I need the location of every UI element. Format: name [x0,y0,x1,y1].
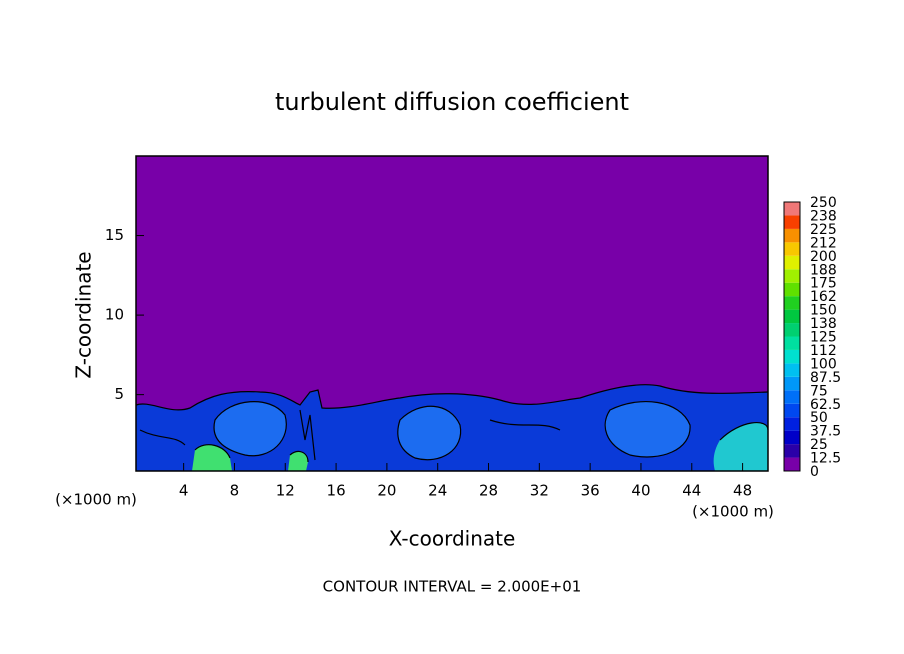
colorbar-bin [784,390,800,404]
colorbar-bin [784,457,800,471]
x-tick-label: 48 [733,482,752,500]
colorbar-label: 250 [810,195,837,211]
x-tick-label: 8 [230,482,240,500]
contour-line [194,444,309,463]
colorbar-frame [783,201,801,472]
colorbar-label: 12.5 [810,451,841,467]
contour-line [139,409,561,461]
colorbar-bin [784,242,800,256]
colorbar-label: 162 [810,289,837,305]
colorbar-label: 238 [810,208,837,224]
y-tick-label: 10 [105,306,124,324]
colorbar-label: 125 [810,330,837,346]
field-blob [713,422,768,471]
footer-note: CONTOUR INTERVAL = 2.000E+01 [323,578,582,596]
colorbar-label: 62.5 [810,397,841,413]
colorbar-bin [784,215,800,229]
field-blob [192,444,232,471]
x-tick-label: 28 [479,482,498,500]
chart-title: turbulent diffusion coefficient [275,88,629,116]
colorbar-label: 87.5 [810,370,841,386]
x-unit-label: (×1000 m) [55,491,137,509]
colorbar-bin [784,228,800,243]
colorbar-label: 200 [810,249,837,265]
colorbar-bin [784,403,800,418]
colorbar-label: 75 [810,383,828,399]
colorbar-bin [784,336,800,350]
colorbar-bin [784,282,800,297]
colorbar-label: 138 [810,316,837,332]
colorbar-label: 175 [810,276,837,292]
y-tick-label: 5 [114,385,124,403]
colorbar-bin [784,202,800,216]
contour-line [135,384,769,411]
y-axis-label: Z-coordinate [72,251,96,378]
colorbar-bin [784,417,800,431]
colorbar-label: 50 [810,410,828,426]
colorbar-label: 112 [810,343,837,359]
plot-frame [135,155,769,472]
colorbar-bin [784,323,800,337]
field-blob [288,451,308,471]
colorbar-bin [784,309,800,324]
colorbar-bin [784,444,800,458]
x-tick-label: 20 [377,482,396,500]
colorbar-label: 212 [810,235,837,251]
contour-field [135,156,769,471]
x-tick-label: 24 [428,482,447,500]
colorbar-bin [784,296,800,310]
field-blob [397,406,461,460]
x-tick-label: 40 [631,482,650,500]
colorbar-label: 100 [810,356,837,372]
contour-line [604,400,691,458]
x-tick-label: 36 [581,482,600,500]
colorbar-label: 25 [810,437,828,453]
x-tick-label: 12 [276,482,295,500]
colorbar-bin [784,430,800,445]
y-tick-label: 15 [105,226,124,244]
x-tick-label: 44 [682,482,701,500]
colorbar-bin [784,376,800,391]
field-blob [214,401,287,456]
x-tick-label: 16 [327,482,346,500]
colorbar-label: 37.5 [810,424,841,440]
colorbar-bin [784,349,800,364]
colorbar-bin [784,269,800,283]
colorbar-label: 0 [810,464,819,480]
colorbar-label: 225 [810,222,837,238]
colorbar-label: 150 [810,303,837,319]
x-tick-label: 4 [179,482,189,500]
contour-line [213,401,287,457]
field-blob [605,401,691,457]
colorbar-label: 188 [810,262,837,278]
contour-line [397,405,462,461]
colorbar-bin [784,363,800,377]
contour-line [719,422,769,441]
x-unit-label: (×1000 m) [692,503,774,521]
x-axis-label: X-coordinate [389,527,516,551]
x-tick-label: 32 [530,482,549,500]
colorbar-bin [784,255,800,270]
